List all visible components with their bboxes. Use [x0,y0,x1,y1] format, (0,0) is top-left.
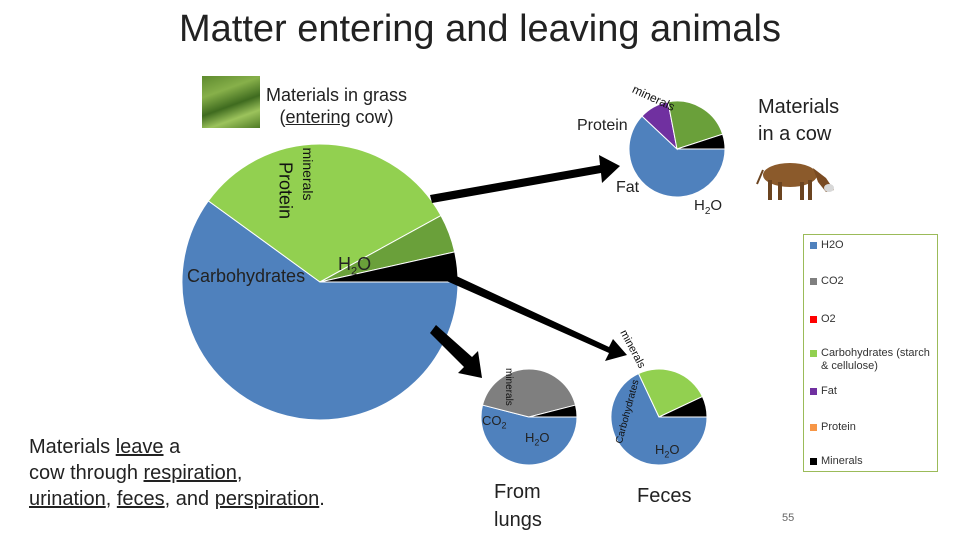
feces-pie-slice-carbohydrates [637,368,704,418]
legend-item-co2: CO2 [810,275,844,287]
lungs-caption: From lungs [494,478,542,534]
lungs-caption-line2: lungs [494,509,542,531]
legend-item-protein: Protein [810,421,856,433]
cow-caption: Materials in a cow [758,94,839,148]
urination-word: urination [29,488,106,510]
cow-pie-slice-minerals [676,133,726,150]
grass-caption-line1: Materials in grass [266,85,408,105]
grass-caption-line2: (entering cow) [279,107,394,127]
legend-swatch [810,278,817,285]
grass-pie-slice-carbohydrates [207,143,442,283]
cow-image [756,163,834,200]
legend-item-carbohydrates: Carbohydrates (starch & cellulose) [810,347,935,373]
lungs-h2o-label: H2O [525,430,550,448]
grass-image [202,76,260,128]
feces-caption: Feces [637,485,692,507]
lungs-minerals-label: minerals [503,368,514,406]
leave-word: leave [115,436,164,458]
slide-title: Matter entering and leaving animals [178,8,781,50]
feces-word: feces [116,488,165,510]
entering-word: entering [285,107,351,127]
legend-swatch [810,458,817,465]
cow-h2o-label: H2O [694,197,723,217]
legend-item-fat: Fat [810,385,837,397]
feces-pie-slice-h2o [610,372,708,466]
lungs-caption-line1: From [494,481,541,503]
arrow-grass-to-cow [430,155,620,203]
materials-leave-text: Materials leave a cow through respiratio… [29,434,325,512]
perspiration-word: perspiration [214,488,320,510]
grass-carbohydrates-label: Carbohydrates [187,266,306,286]
feces-pie-slice-minerals [658,395,708,418]
lungs-pie-slice-co2 [481,368,577,418]
legend-swatch [810,424,817,431]
cow-pie-slice-h2o [628,115,726,198]
arrow-grass-to-lungs [430,325,482,378]
grass-caption: Materials in grass (entering cow) [266,84,407,128]
lungs-pie-slice-minerals [528,404,578,418]
cow-protein-label: Protein [577,117,628,134]
legend-item-minerals: Minerals [810,455,863,467]
cow-pie-slice-protein [667,100,724,150]
lungs-pie-slice-h2o [480,404,578,466]
cow-caption-line1: Materials [758,96,840,118]
legend-item-h2o: H2O [810,239,844,251]
legend-item-o2: O2 [810,313,836,325]
legend-swatch [810,316,817,323]
leave-line3: urination, feces, and perspiration. [29,488,325,510]
page-number: 55 [782,512,795,524]
grass-pie-slice-h2o [181,200,459,421]
legend-swatch [810,350,817,357]
grass-h2o-label: H2O [338,254,372,278]
leave-line1: Materials leave a [29,436,181,458]
arrow-grass-to-feces [433,267,627,361]
grass-protein-label: Protein [275,161,296,220]
leave-line2: cow through respiration, [29,462,243,484]
cow-caption-line2: in a cow [758,123,832,145]
feces-h2o-label: H2O [655,442,680,460]
respiration-word: respiration [143,462,237,484]
lungs-co2-label: CO2 [482,413,507,431]
legend-swatch [810,388,817,395]
legend: H2O CO2 O2 Carbohydrates (starch & cellu… [803,234,938,472]
cow-fat-label: Fat [616,179,640,196]
legend-swatch [810,242,817,249]
